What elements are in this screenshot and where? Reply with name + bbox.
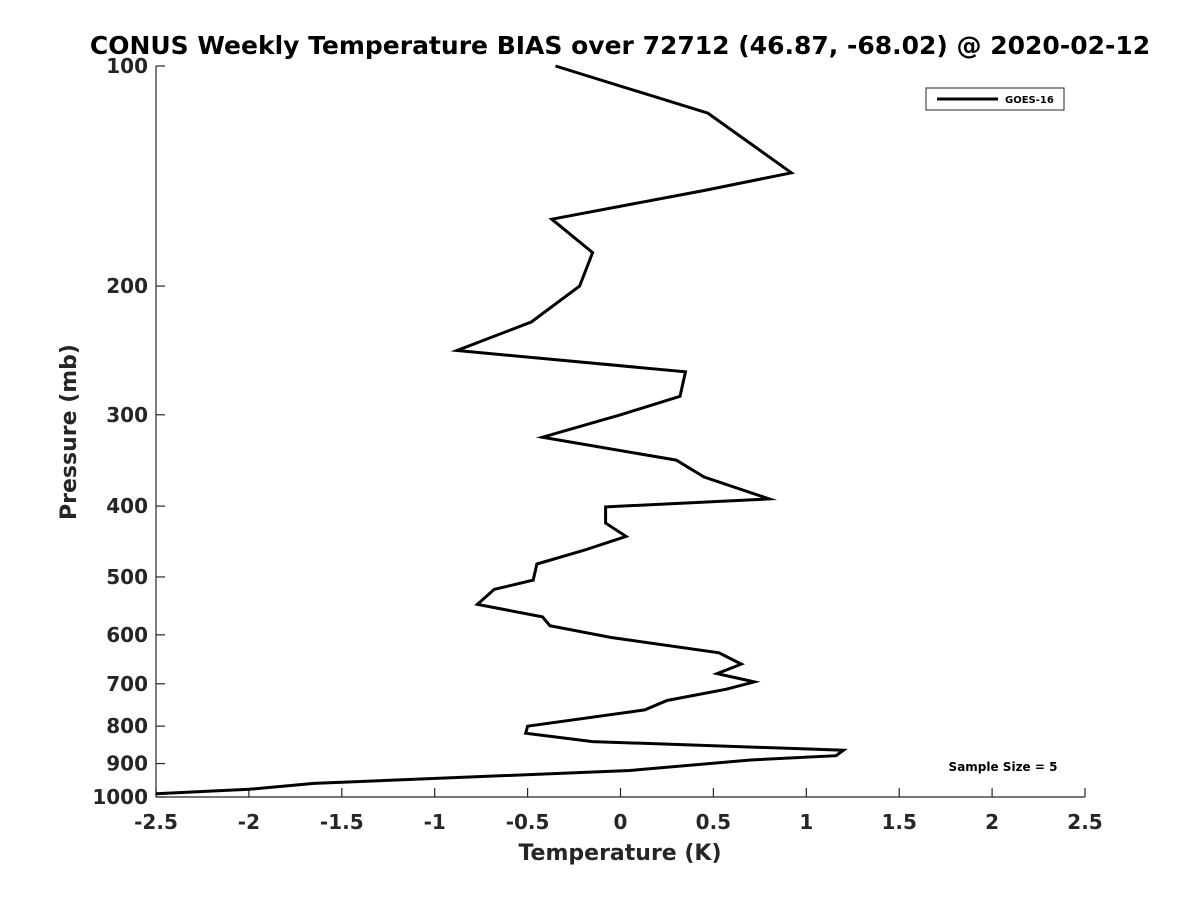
x-tick-label: -2 xyxy=(238,810,260,834)
plot-area xyxy=(155,64,848,796)
sample-size-annotation: Sample Size = 5 xyxy=(949,760,1058,774)
x-axis-label: Temperature (K) xyxy=(518,841,721,866)
x-tick-label: 0.5 xyxy=(696,810,731,834)
x-tick-label: -2.5 xyxy=(134,810,178,834)
y-tick-label: 500 xyxy=(106,565,148,589)
series-line-goes-16 xyxy=(155,64,848,796)
x-tick-label: 0 xyxy=(614,810,628,834)
x-tick-label: 1 xyxy=(799,810,813,834)
ticks: -2.5 -2 -1.5 -1 -0.5 0 0.5 1 1.5 2 2.5 100 200 300 400… xyxy=(92,54,1102,834)
y-tick-label: 100 xyxy=(106,54,148,78)
y-tick-label: 200 xyxy=(106,274,148,298)
chart-title: CONUS Weekly Temperature BIAS over 72712… xyxy=(90,31,1150,60)
y-tick-label: 800 xyxy=(106,714,148,738)
x-tick-label: -0.5 xyxy=(506,810,550,834)
x-tick-label: -1 xyxy=(424,810,446,834)
y-tick-label: 400 xyxy=(106,494,148,518)
y-tick-label: 600 xyxy=(106,623,148,647)
legend-label: GOES-16 xyxy=(1005,95,1054,106)
axes xyxy=(155,66,1085,798)
x-tick-label: -1.5 xyxy=(320,810,364,834)
legend: GOES-16 xyxy=(925,87,1065,111)
y-tick-label: 1000 xyxy=(92,785,148,809)
y-axis-label: Pressure (mb) xyxy=(57,344,82,520)
x-tick-label: 1.5 xyxy=(881,810,916,834)
x-tick-label: 2 xyxy=(985,810,999,834)
y-tick-label: 900 xyxy=(106,752,148,776)
y-tick-label: 700 xyxy=(106,672,148,696)
x-tick-label: 2.5 xyxy=(1067,810,1102,834)
y-tick-label: 300 xyxy=(106,403,148,427)
